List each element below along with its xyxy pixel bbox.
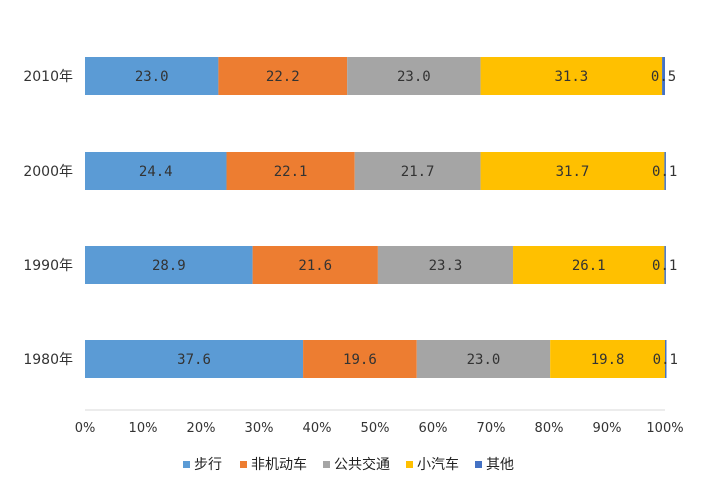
data-label: 0.1 — [652, 164, 677, 180]
bars-group: 23.0 22.2 23.0 31.3 0.5 24.4 22.1 21.7 31.7 0.1 28… — [85, 57, 678, 378]
legend-label: 小汽车 — [417, 456, 459, 473]
x-tick-label: 30% — [245, 421, 274, 436]
x-tick-label: 0% — [75, 421, 96, 436]
x-tick-labels: 0% 10% 20% 30% 40% 50% 60% 70% 80% 90% 100% — [75, 421, 684, 436]
bar-segment — [85, 340, 304, 378]
x-tick-label: 50% — [361, 421, 390, 436]
legend-label: 其他 — [486, 457, 514, 473]
data-label: 19.8 — [591, 352, 625, 368]
data-label: 26.1 — [572, 258, 606, 274]
bar-segment — [218, 57, 348, 95]
bar-segment — [480, 57, 663, 95]
category-label: 1990年 — [23, 258, 73, 274]
legend-swatch — [183, 461, 190, 468]
bar-segment — [665, 340, 667, 378]
data-label: 0.5 — [651, 69, 676, 85]
legend-label: 非机动车 — [251, 456, 307, 473]
category-labels: 2010年 2000年 1990年 1980年 — [23, 69, 73, 368]
data-label: 21.7 — [401, 164, 435, 180]
data-label: 21.6 — [298, 258, 332, 274]
x-tick-label: 80% — [535, 421, 564, 436]
data-label: 19.6 — [343, 352, 377, 368]
x-tick-label: 70% — [477, 421, 506, 436]
bar-segment — [226, 152, 355, 190]
bar-segment — [347, 57, 481, 95]
data-label: 0.1 — [653, 352, 678, 368]
legend-label: 步行 — [194, 457, 222, 473]
legend-swatch — [406, 461, 413, 468]
data-label: 22.1 — [274, 164, 308, 180]
data-label: 23.3 — [429, 258, 463, 274]
data-label: 23.0 — [397, 69, 431, 85]
legend-label: 公共交通 — [334, 456, 390, 473]
bar-segment — [513, 246, 665, 284]
legend-swatch — [475, 461, 482, 468]
bar-segment — [416, 340, 551, 378]
category-label: 1980年 — [23, 352, 73, 368]
legend: 步行 非机动车 公共交通 小汽车 其他 — [183, 456, 514, 473]
bar-segment — [480, 152, 665, 190]
x-tick-label: 40% — [303, 421, 332, 436]
data-label: 31.7 — [556, 164, 590, 180]
bar-segment — [85, 152, 227, 190]
data-label: 31.3 — [554, 69, 588, 85]
bar-segment — [252, 246, 378, 284]
data-label: 28.9 — [152, 258, 186, 274]
x-tick-label: 100% — [646, 421, 683, 436]
bar-segment — [664, 152, 666, 190]
legend-swatch — [240, 461, 247, 468]
bar-segment — [354, 152, 481, 190]
category-label: 2000年 — [23, 164, 73, 180]
data-label: 24.4 — [139, 164, 173, 180]
legend-swatch — [323, 461, 330, 468]
data-label: 22.2 — [266, 69, 300, 85]
bar-segment — [662, 57, 665, 95]
bar-segment — [377, 246, 514, 284]
data-label: 0.1 — [652, 258, 677, 274]
data-label: 23.0 — [135, 69, 169, 85]
x-tick-label: 10% — [129, 421, 158, 436]
bar-segment — [303, 340, 417, 378]
bar-segment — [664, 246, 666, 284]
bar-segment — [85, 246, 253, 284]
category-label: 2010年 — [23, 69, 73, 85]
x-tick-label: 90% — [593, 421, 622, 436]
bar-segment — [550, 340, 665, 378]
bar-segment — [85, 57, 219, 95]
data-label: 37.6 — [177, 352, 211, 368]
x-tick-label: 20% — [187, 421, 216, 436]
x-tick-label: 60% — [419, 421, 448, 436]
data-label: 23.0 — [467, 352, 501, 368]
